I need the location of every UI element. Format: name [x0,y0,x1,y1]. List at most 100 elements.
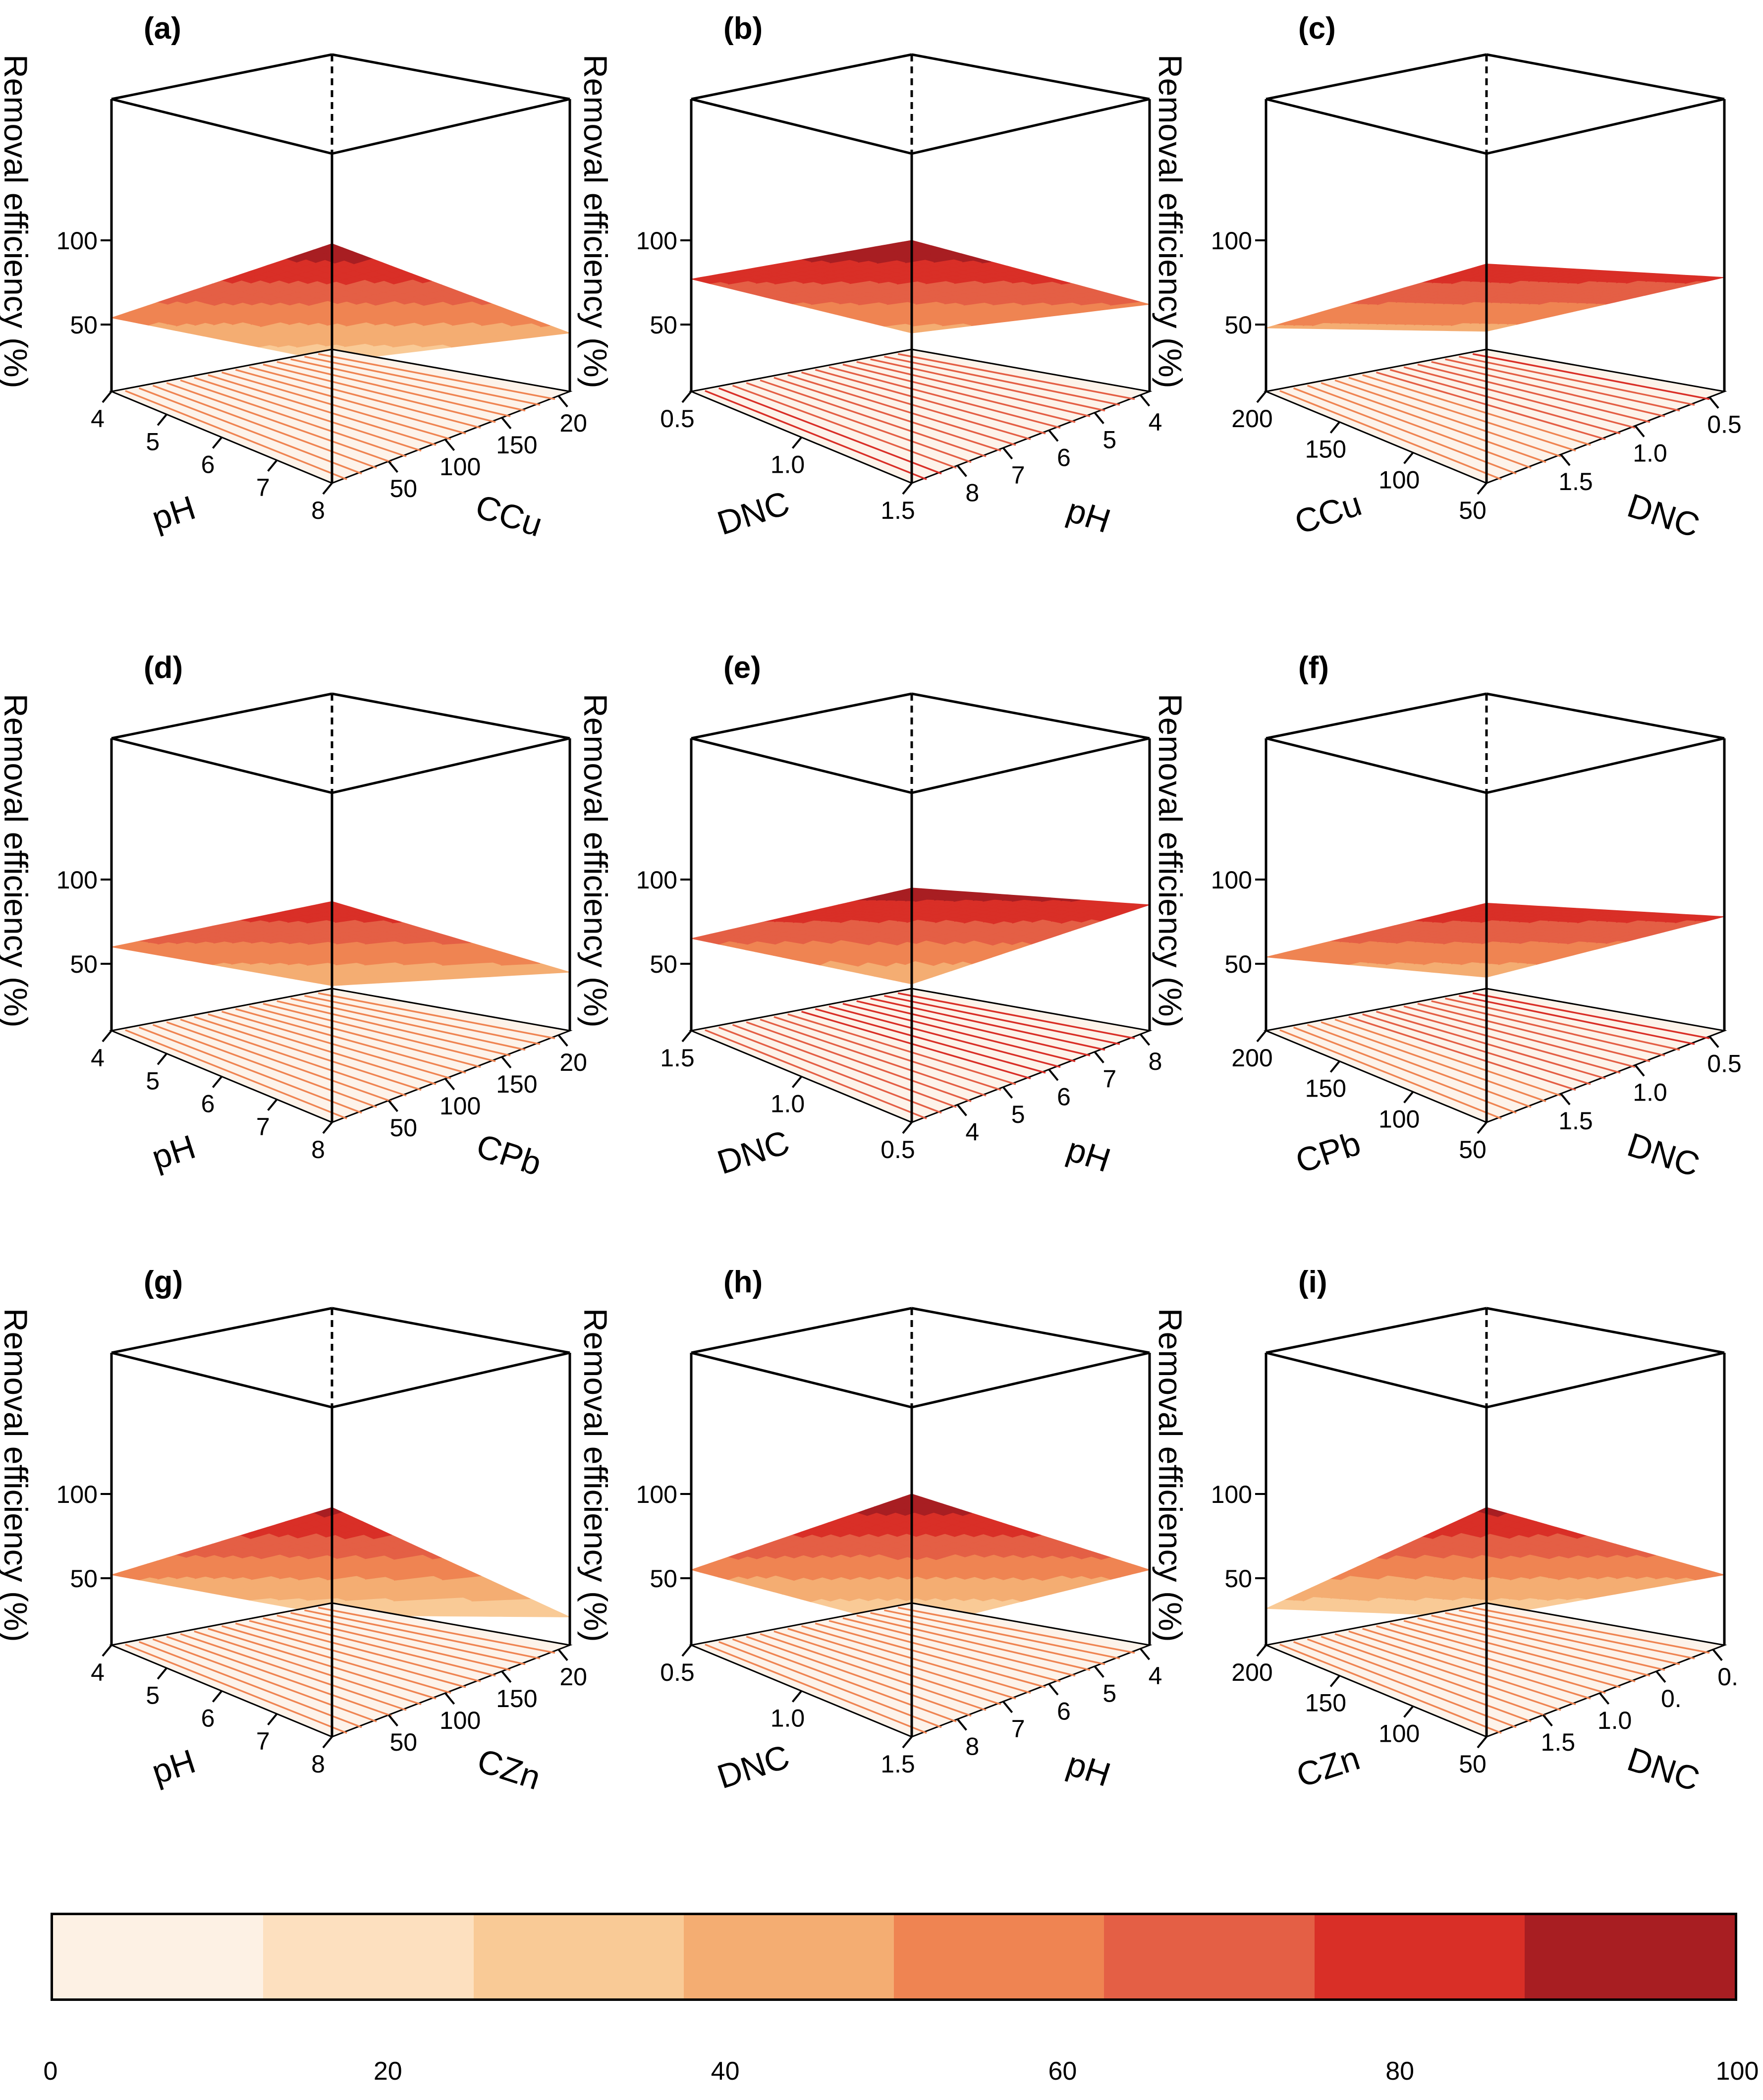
contour-line [235,369,466,435]
box-front-edges [110,692,571,1122]
front-right-tick-label: 100 [440,1092,481,1120]
front-right-tick-label: 50 [389,1728,417,1756]
front-right-tick [557,1649,568,1661]
front-right-tick [501,417,512,430]
z-axis-label: Removal efficiency (%) [1152,694,1189,1028]
contour-line [139,387,362,475]
contour-line [732,1638,957,1722]
contour-line [235,1622,466,1688]
contour-line [318,353,555,400]
box-edge [1486,53,1725,101]
contour-line [194,1016,422,1091]
contour-line [290,1612,526,1665]
z-axis-label: Removal efficiency (%) [577,55,614,388]
box-front-edges [690,692,1151,1122]
contour-line [760,1633,987,1711]
front-right-tick-label: 20 [559,409,587,437]
contour-line [801,1010,1031,1080]
front-right-tick-label: 4 [965,1118,979,1146]
panel-letter: (c) [1298,11,1336,46]
surface-facet [691,277,710,282]
contour-line [180,379,407,457]
front-right-tick [387,1100,398,1112]
front-right-tick-label: 8 [1149,1048,1162,1075]
response-surface [110,243,570,362]
contour-line [221,371,451,441]
box-edge [111,692,332,740]
front-left-tick [212,1690,223,1703]
z-tick-label: 50 [70,311,98,339]
box-edge [911,53,1150,101]
z-tick-label: 100 [1211,227,1252,255]
contour-line [828,1005,1061,1068]
box-edge [911,737,1150,794]
contour-line [1445,358,1680,412]
contour-line [870,358,1105,412]
front-left-tick [1256,390,1267,403]
front-right-tick-label: 5 [1011,1101,1025,1128]
front-left-tick [902,482,913,495]
contour-line [856,1614,1091,1671]
front-right-tick [1708,396,1719,409]
response-surface [691,887,1150,985]
front-left-tick [791,1076,803,1088]
contour-line [1307,1024,1532,1108]
contour-line [1431,1000,1665,1056]
front-left-tick [267,1713,278,1726]
front-left-tick-label: 200 [1231,1044,1272,1072]
contour-line [290,358,526,412]
panel-letter: (f) [1298,651,1329,685]
front-right-tick [1634,425,1645,438]
box-edge [1266,737,1487,794]
contour-line [842,1002,1076,1062]
contour-line [705,1029,927,1120]
z-tick-label: 100 [56,227,98,255]
front-left-tick-label: 1.5 [881,497,915,524]
front-right-tick [1094,1051,1104,1063]
z-tick-label: 100 [636,866,677,894]
contour-line [1321,382,1546,463]
front-right-tick-label: 1.0 [1633,1078,1667,1106]
front-left-axis-label: pH [147,489,200,538]
front-left-tick [1477,482,1488,495]
front-right-tick [956,1104,967,1116]
front-left-tick-label: 0.5 [881,1136,915,1163]
front-right-tick-label: 1.5 [1558,468,1593,496]
contour-line [746,1021,972,1103]
contour-line [773,1016,1001,1091]
box-edge [1266,98,1487,155]
contour-line [208,374,437,446]
front-right-tick-label: 7 [1102,1065,1116,1093]
contour-line [746,1636,972,1717]
front-right-tick [1002,1086,1013,1099]
front-left-tick-label: 4 [91,1044,105,1072]
front-right-tick [387,460,398,473]
contour-line [152,1638,377,1722]
front-right-tick [1048,1069,1059,1081]
z-tick-label: 100 [56,866,98,894]
panel-letter: (a) [144,11,181,46]
contour-line [180,1633,407,1711]
front-left-tick [102,390,112,403]
contour-line [166,1021,392,1103]
contour-line [208,1013,437,1085]
contour-line [732,1024,957,1108]
box-edge [331,98,570,155]
front-right-tick-label: 100 [440,453,481,481]
front-left-tick [1477,1121,1488,1134]
response-surface [691,240,1150,333]
contour-line [1293,387,1517,475]
contour-line [194,377,422,452]
front-left-tick-label: 5 [146,1067,160,1095]
box-front-edges [690,53,1151,483]
z-axis-label: Removal efficiency (%) [0,1308,34,1642]
front-right-tick [557,1034,568,1047]
contour-line [1279,390,1502,481]
contour-line [263,1617,496,1677]
contour-line [1279,1029,1502,1120]
box-edge [111,53,332,101]
